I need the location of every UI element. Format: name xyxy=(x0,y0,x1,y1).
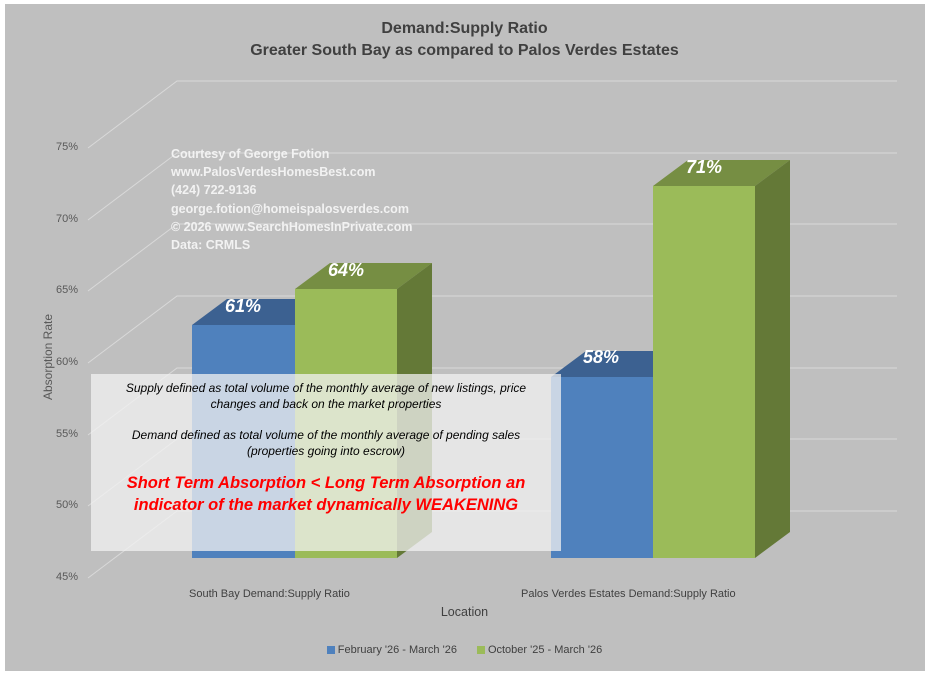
data-label: 71% xyxy=(686,157,723,177)
credit-line: (424) 722-9136 xyxy=(171,183,257,198)
data-label: 64% xyxy=(328,260,365,280)
credit-line: www.PalosVerdesHomesBest.com xyxy=(171,165,376,180)
y-axis-title: Absorption Rate xyxy=(41,313,55,401)
x-axis-title: Location xyxy=(440,605,489,619)
legend-item[interactable]: October '25 - March '26 xyxy=(476,644,603,656)
credit-line: Data: CRMLS xyxy=(171,238,251,253)
credit-line: © 2026 www.SearchHomesInPrivate.com xyxy=(171,219,413,234)
y-tick: 75% xyxy=(55,141,78,153)
chart-subtitle: Greater South Bay as compared to Palos V… xyxy=(250,42,679,59)
market-warning: Short Term Absorption < Long Term Absorp… xyxy=(126,474,526,514)
y-tick: 70% xyxy=(55,213,78,225)
legend-label: February '26 - March '26 xyxy=(337,644,457,656)
credits-block: Courtesy of George Fotion www.PalosVerde… xyxy=(171,145,413,254)
data-label: 61% xyxy=(225,296,262,316)
supply-definition: Supply defined as total volume of the mo… xyxy=(125,381,527,411)
credit-line: george.fotion@homeispalosverdes.com xyxy=(171,201,409,216)
legend: February '26 - March '26 October '25 - M… xyxy=(0,644,929,656)
y-tick: 50% xyxy=(55,499,78,511)
legend-swatch-icon xyxy=(326,646,335,654)
chart-title: Demand:Supply Ratio xyxy=(381,20,548,37)
y-tick: 55% xyxy=(55,428,78,440)
legend-label: October '25 - March '26 xyxy=(487,644,603,656)
data-label: 58% xyxy=(583,347,620,367)
annotation-box: Supply defined as total volume of the mo… xyxy=(91,374,561,551)
credit-line: Courtesy of George Fotion xyxy=(171,147,330,161)
y-tick: 65% xyxy=(55,284,78,296)
legend-item[interactable]: February '26 - March '26 xyxy=(326,644,457,656)
x-category: Palos Verdes Estates Demand:Supply Ratio xyxy=(521,588,736,600)
x-category: South Bay Demand:Supply Ratio xyxy=(189,588,350,600)
demand-definition: Demand defined as total volume of the mo… xyxy=(131,428,521,458)
y-tick: 60% xyxy=(55,356,78,368)
y-tick: 45% xyxy=(55,571,78,583)
legend-swatch-icon xyxy=(476,646,485,654)
bar-pve-long[interactable] xyxy=(653,160,790,558)
